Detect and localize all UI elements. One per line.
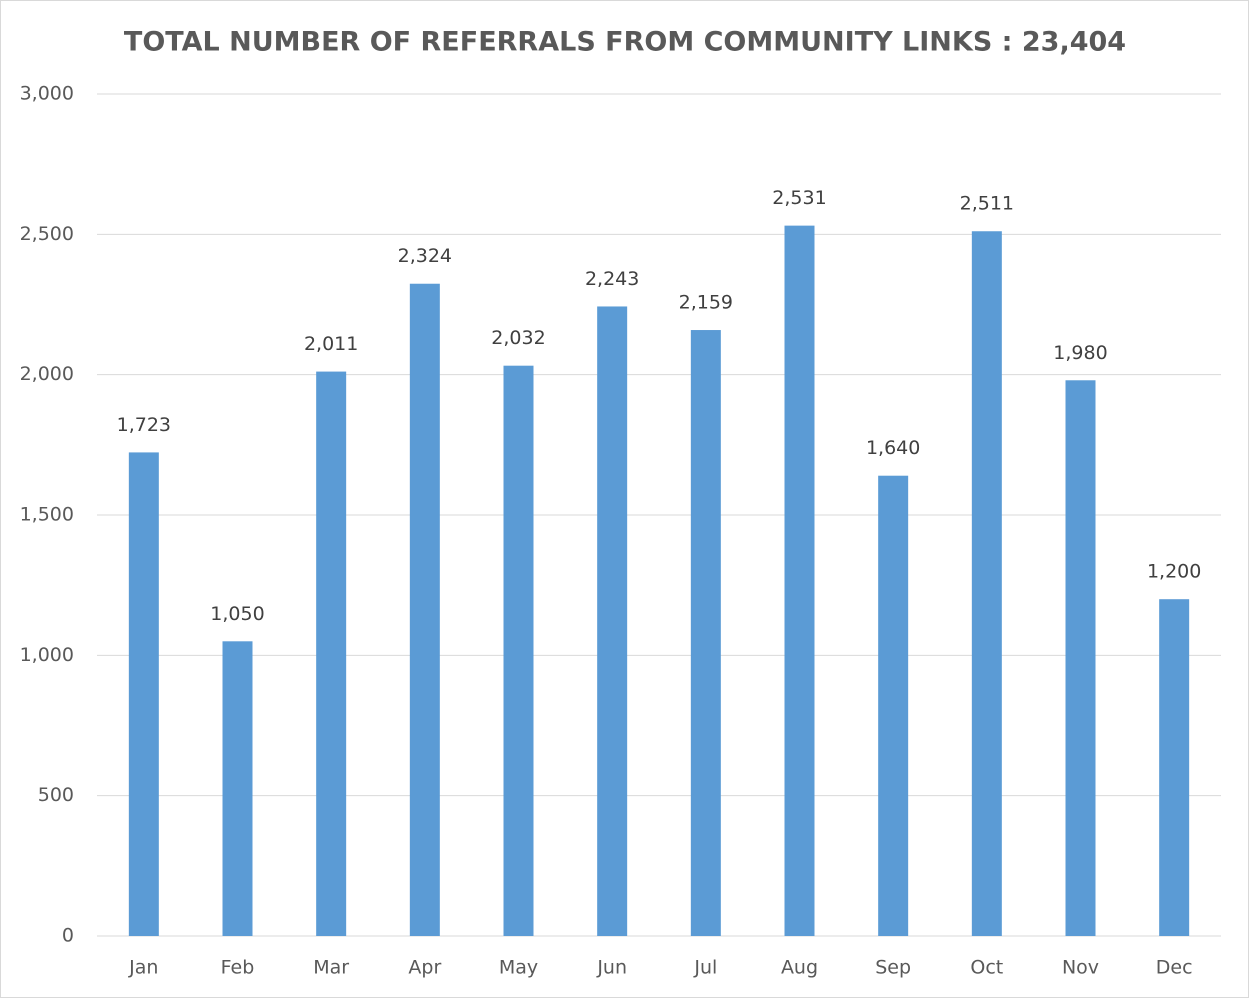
x-tick-label: Nov: [1062, 957, 1099, 979]
data-label: 2,531: [772, 187, 826, 209]
bar: [597, 306, 628, 936]
bar: [784, 225, 815, 936]
x-tick-label: Apr: [408, 957, 441, 979]
bar: [503, 365, 534, 937]
data-label: 2,243: [585, 268, 639, 290]
data-label: 2,159: [679, 292, 733, 314]
bar: [878, 475, 909, 936]
bar: [128, 452, 159, 936]
data-label: 1,640: [866, 437, 920, 459]
x-tick-label: Jul: [693, 957, 717, 979]
y-tick-label: 3,000: [20, 83, 74, 105]
bar: [1159, 599, 1190, 936]
data-label: 2,324: [398, 245, 452, 267]
y-tick-label: 1,000: [20, 644, 74, 666]
data-label: 1,980: [1053, 342, 1107, 364]
y-tick-label: 1,500: [20, 504, 74, 526]
y-tick-label: 2,500: [20, 223, 74, 245]
bar: [222, 641, 253, 936]
data-label: 1,050: [210, 603, 264, 625]
x-tick-label: May: [499, 957, 538, 979]
x-tick-label: Jun: [596, 957, 627, 979]
bar: [971, 231, 1002, 937]
x-tick-label: Mar: [313, 957, 349, 979]
data-label: 1,723: [117, 414, 171, 436]
chart-title: TOTAL NUMBER OF REFERRALS FROM COMMUNITY…: [124, 27, 1126, 58]
data-label: 1,200: [1147, 561, 1201, 583]
y-tick-label: 0: [62, 925, 74, 947]
y-tick-label: 500: [38, 784, 74, 806]
bar: [409, 283, 440, 936]
x-tick-label: Jan: [128, 957, 158, 979]
data-label: 2,011: [304, 333, 358, 355]
data-label: 2,032: [491, 327, 545, 349]
y-tick-label: 2,000: [20, 363, 74, 385]
bar: [316, 371, 347, 936]
data-label: 2,511: [960, 193, 1014, 215]
x-tick-label: Oct: [970, 957, 1003, 979]
bar: [690, 330, 721, 937]
x-tick-label: Dec: [1156, 957, 1193, 979]
x-tick-label: Sep: [875, 957, 911, 979]
bar: [1065, 380, 1096, 936]
x-tick-label: Feb: [221, 957, 255, 979]
x-tick-label: Aug: [781, 957, 818, 979]
